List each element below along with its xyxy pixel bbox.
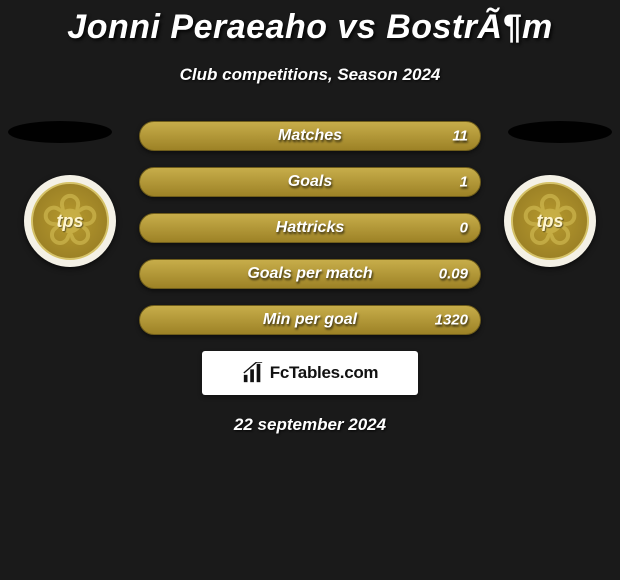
page-title: Jonni Peraeaho vs BostrÃ¶m (0, 0, 620, 47)
stat-value: 0.09 (439, 266, 468, 283)
stat-label: Min per goal (263, 311, 357, 329)
stat-row-hattricks: Hattricks 0 (139, 213, 481, 243)
club-badge-right: ❀ tps (504, 175, 596, 267)
club-badge-left: ❀ tps (24, 175, 116, 267)
stat-row-goals-per-match: Goals per match 0.09 (139, 259, 481, 289)
stat-value: 11 (452, 128, 468, 145)
player-shadow-left (8, 121, 112, 143)
player-shadow-right (508, 121, 612, 143)
stat-row-goals: Goals 1 (139, 167, 481, 197)
stat-label: Goals per match (247, 265, 372, 283)
club-badge-left-text: tps (57, 211, 84, 232)
stat-row-matches: Matches 11 (139, 121, 481, 151)
bar-chart-icon (242, 362, 264, 384)
club-badge-right-inner: ❀ tps (511, 182, 589, 260)
stat-label: Hattricks (276, 219, 344, 237)
stat-bars: Matches 11 Goals 1 Hattricks 0 Goals per… (139, 121, 481, 335)
stat-value: 1 (460, 174, 468, 191)
stat-row-min-per-goal: Min per goal 1320 (139, 305, 481, 335)
stats-area: ❀ tps ❀ tps Matches 11 Goals 1 Hattricks… (0, 121, 620, 435)
stat-value: 0 (460, 220, 468, 237)
footer-date: 22 september 2024 (0, 415, 620, 435)
subtitle: Club competitions, Season 2024 (0, 65, 620, 85)
brand-link[interactable]: FcTables.com (202, 351, 418, 395)
club-badge-left-inner: ❀ tps (31, 182, 109, 260)
club-badge-right-text: tps (537, 211, 564, 232)
brand-text: FcTables.com (270, 363, 379, 383)
stat-value: 1320 (435, 312, 468, 329)
stat-label: Matches (278, 127, 342, 145)
stat-label: Goals (288, 173, 332, 191)
